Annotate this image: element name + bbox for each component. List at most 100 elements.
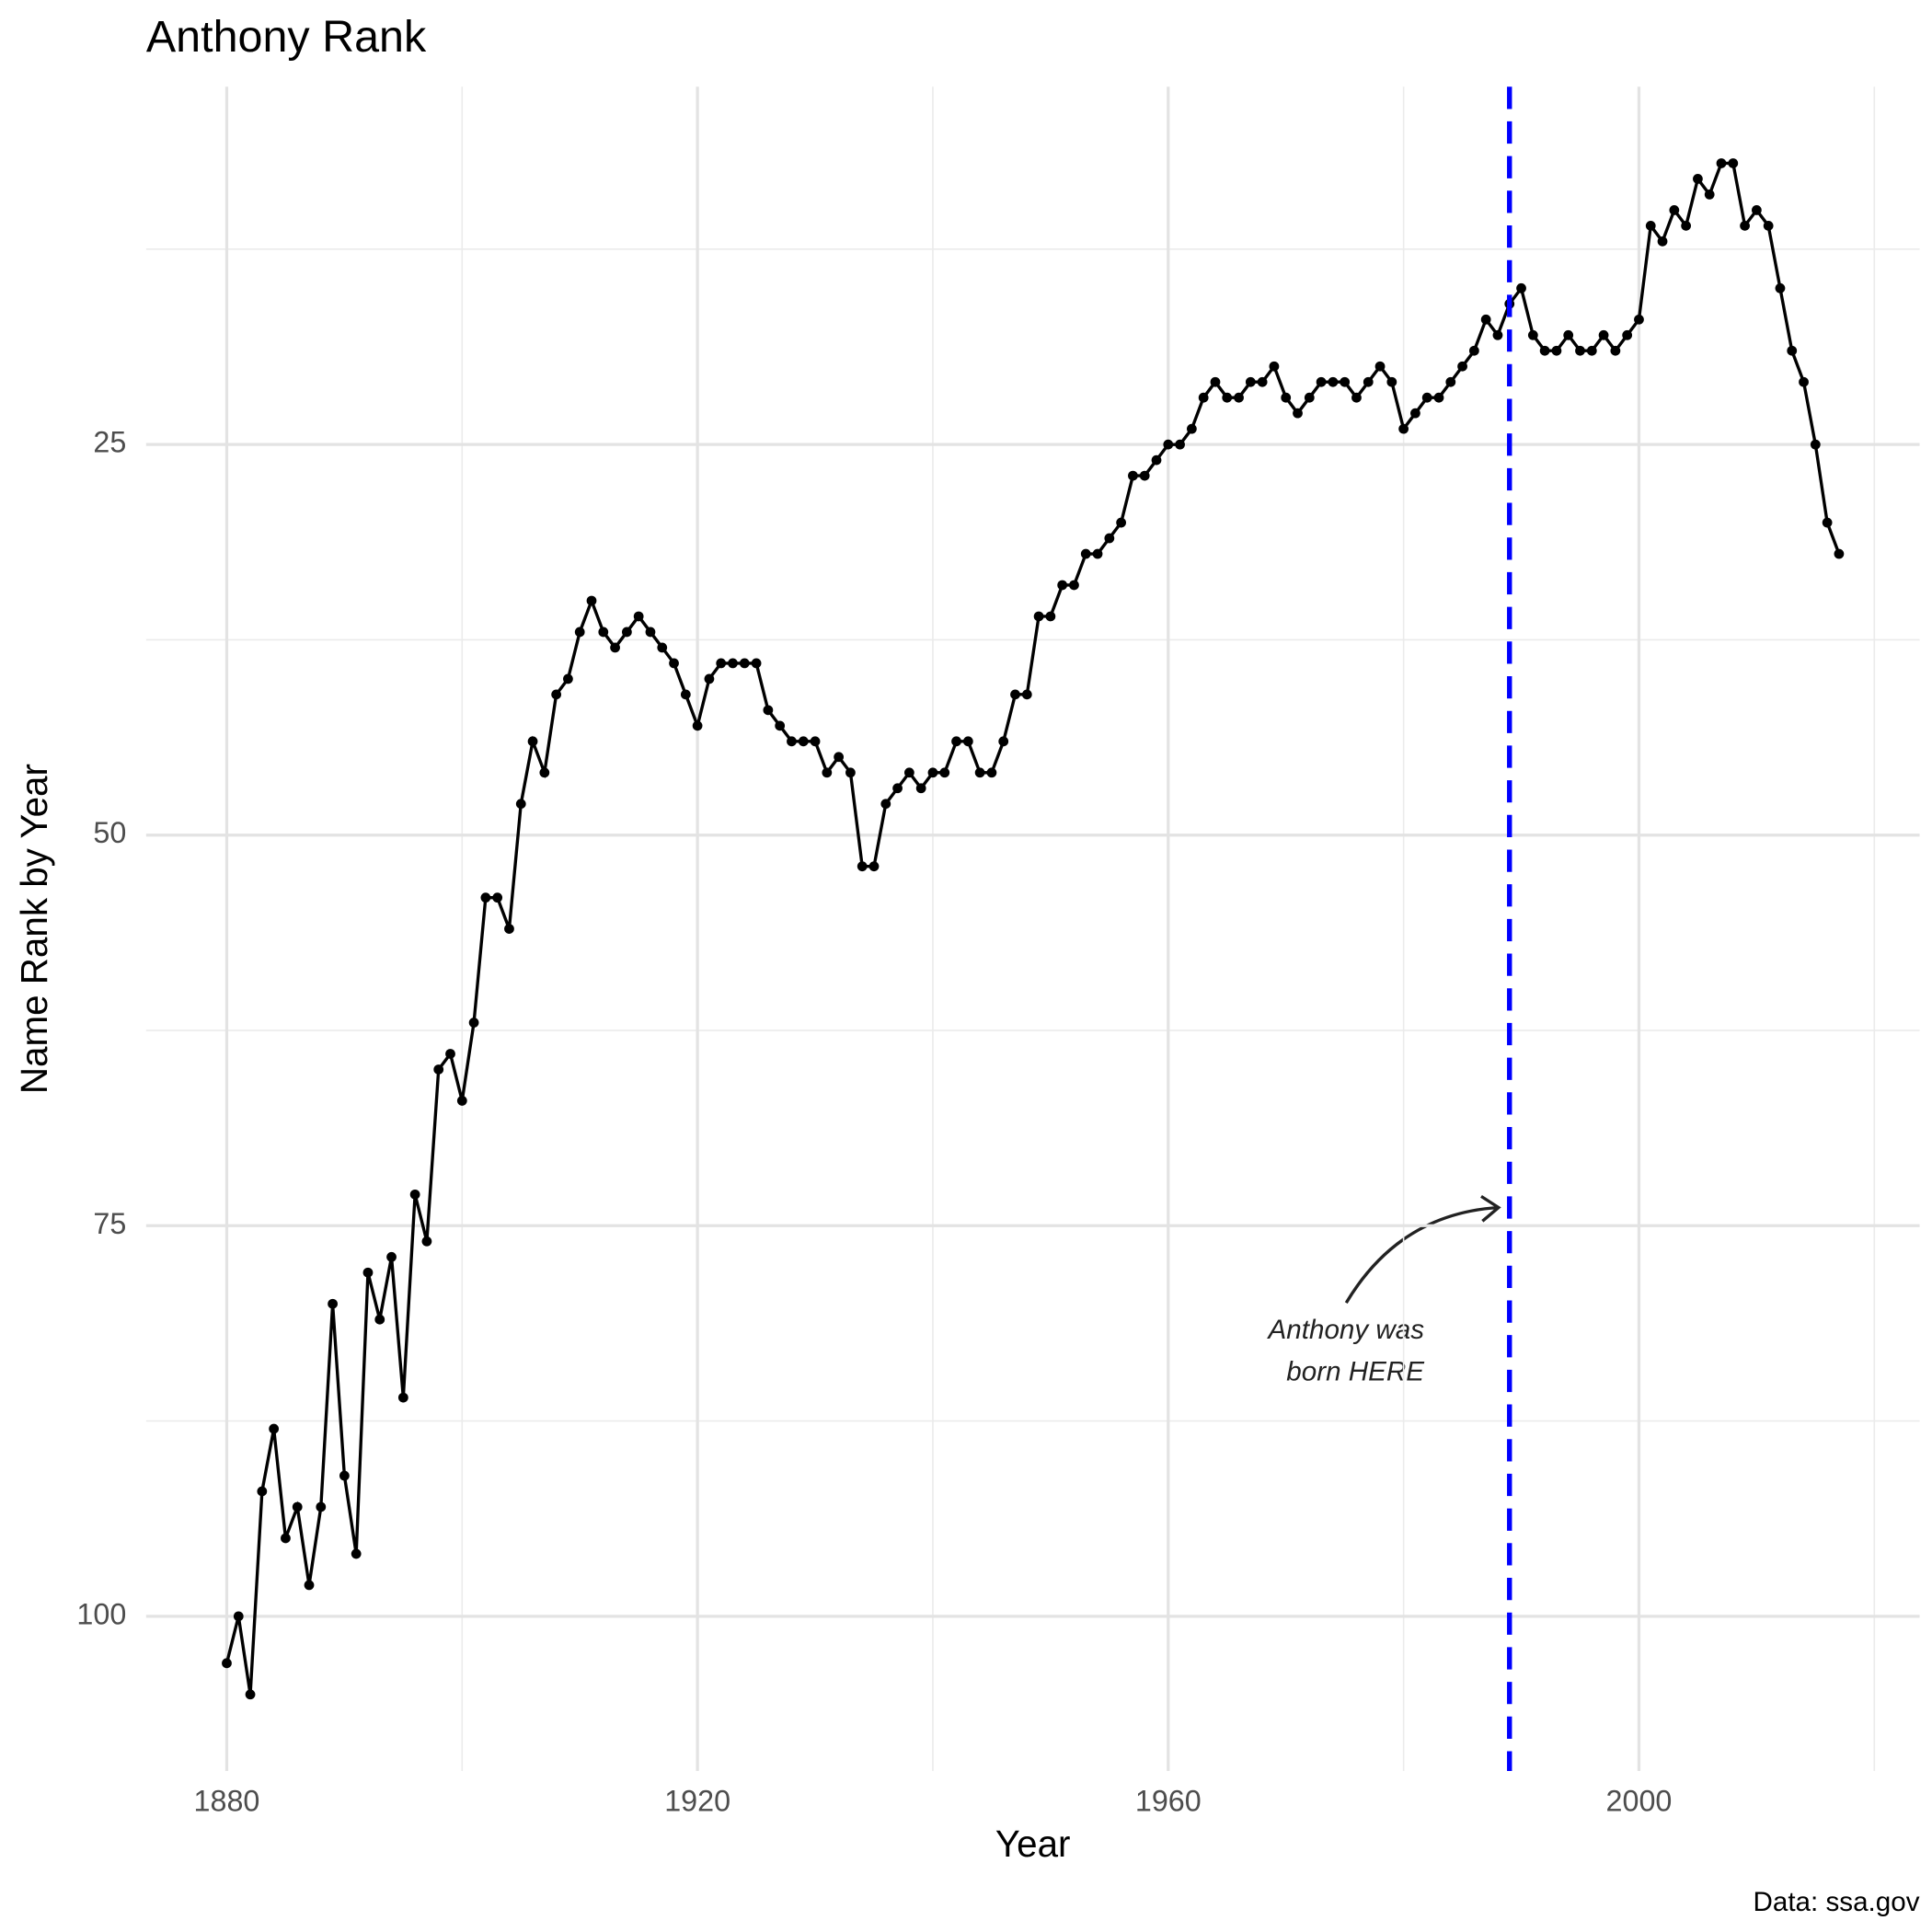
data-point — [1257, 376, 1268, 387]
data-point — [951, 736, 961, 747]
data-point — [1175, 439, 1185, 450]
data-point — [657, 642, 668, 653]
data-point — [728, 658, 738, 669]
annotation-arrow — [1344, 1194, 1501, 1305]
data-point — [1445, 376, 1456, 387]
data-point — [857, 861, 868, 872]
data-point — [1563, 329, 1574, 340]
data-point — [468, 1018, 479, 1028]
annotation: Anthony was — [1267, 1315, 1425, 1345]
data-point — [281, 1533, 291, 1544]
data-point — [1657, 236, 1668, 247]
data-point — [692, 720, 703, 731]
data-point — [304, 1580, 315, 1591]
data-point — [1457, 361, 1467, 372]
data-point — [787, 736, 797, 747]
y-axis-label: Name Rank by Year — [13, 764, 55, 1094]
data-point — [1021, 689, 1032, 700]
data-point — [1092, 548, 1103, 559]
data-point — [1328, 376, 1339, 387]
data-point — [328, 1298, 338, 1309]
data-point — [1033, 611, 1044, 622]
data-point — [233, 1611, 244, 1622]
data-point — [1480, 314, 1491, 325]
data-point — [810, 736, 821, 747]
data-point — [986, 767, 997, 778]
data-point — [775, 720, 786, 731]
data-point — [1104, 533, 1115, 544]
data-point — [1810, 439, 1821, 450]
data-point — [257, 1486, 268, 1497]
data-point — [492, 892, 503, 903]
y-tick-label: 100 — [76, 1597, 126, 1630]
data-point — [1374, 361, 1386, 372]
data-point — [1822, 517, 1833, 528]
x-tick-label: 2000 — [1606, 1785, 1673, 1818]
data-point — [1704, 190, 1715, 200]
data-point — [1740, 220, 1750, 231]
data-point — [1245, 376, 1256, 387]
y-tick-label: 75 — [93, 1207, 126, 1240]
data-point — [222, 1658, 232, 1669]
data-point — [633, 611, 644, 622]
data-point — [1610, 345, 1621, 356]
data-point — [704, 673, 715, 684]
data-point — [1398, 423, 1409, 434]
data-point — [1586, 345, 1597, 356]
data-point — [798, 736, 809, 747]
data-point — [1433, 392, 1444, 403]
data-point — [927, 767, 938, 778]
data-point — [1186, 423, 1197, 434]
data-point — [504, 924, 514, 934]
data-point — [433, 1064, 444, 1075]
data-point — [1304, 392, 1315, 403]
data-point — [998, 736, 1009, 747]
caption: Data: ssa.gov — [1753, 1887, 1919, 1917]
data-point — [868, 861, 880, 872]
data-point — [1116, 517, 1127, 528]
data-point — [551, 689, 562, 700]
data-point — [974, 767, 985, 778]
data-point — [574, 627, 585, 638]
data-point — [1751, 205, 1762, 215]
data-point — [586, 595, 597, 606]
data-point — [563, 673, 573, 684]
data-point — [1693, 174, 1703, 184]
data-point — [351, 1548, 362, 1559]
data-point — [822, 767, 833, 778]
data-point — [316, 1501, 327, 1512]
data-point — [915, 783, 926, 794]
data-point — [1551, 345, 1562, 356]
data-point — [445, 1049, 455, 1059]
data-point — [1681, 220, 1692, 231]
data-point — [598, 627, 609, 638]
y-tick-label: 25 — [93, 426, 126, 459]
data-point — [892, 783, 903, 794]
data-point — [1281, 392, 1292, 403]
data-point — [397, 1392, 408, 1403]
data-point — [1763, 220, 1774, 231]
data-point — [1799, 376, 1809, 387]
x-axis-label: Year — [995, 1823, 1071, 1865]
data-point — [1468, 345, 1479, 356]
data-point — [1010, 689, 1020, 700]
data-point — [1222, 392, 1233, 403]
data-point — [1516, 282, 1526, 293]
data-point — [539, 767, 550, 778]
data-point — [456, 1096, 467, 1106]
data-point — [339, 1470, 350, 1481]
data-point — [1198, 392, 1209, 403]
data-point — [1775, 282, 1786, 293]
data-point — [669, 658, 679, 669]
data-point — [1139, 470, 1150, 481]
data-point — [1728, 158, 1739, 168]
data-point — [1069, 580, 1079, 591]
data-point — [1351, 392, 1362, 403]
data-point — [527, 736, 538, 747]
data-point — [1269, 361, 1280, 372]
data-point — [1410, 408, 1420, 419]
data-point — [1492, 329, 1503, 340]
data-point — [1363, 376, 1374, 387]
